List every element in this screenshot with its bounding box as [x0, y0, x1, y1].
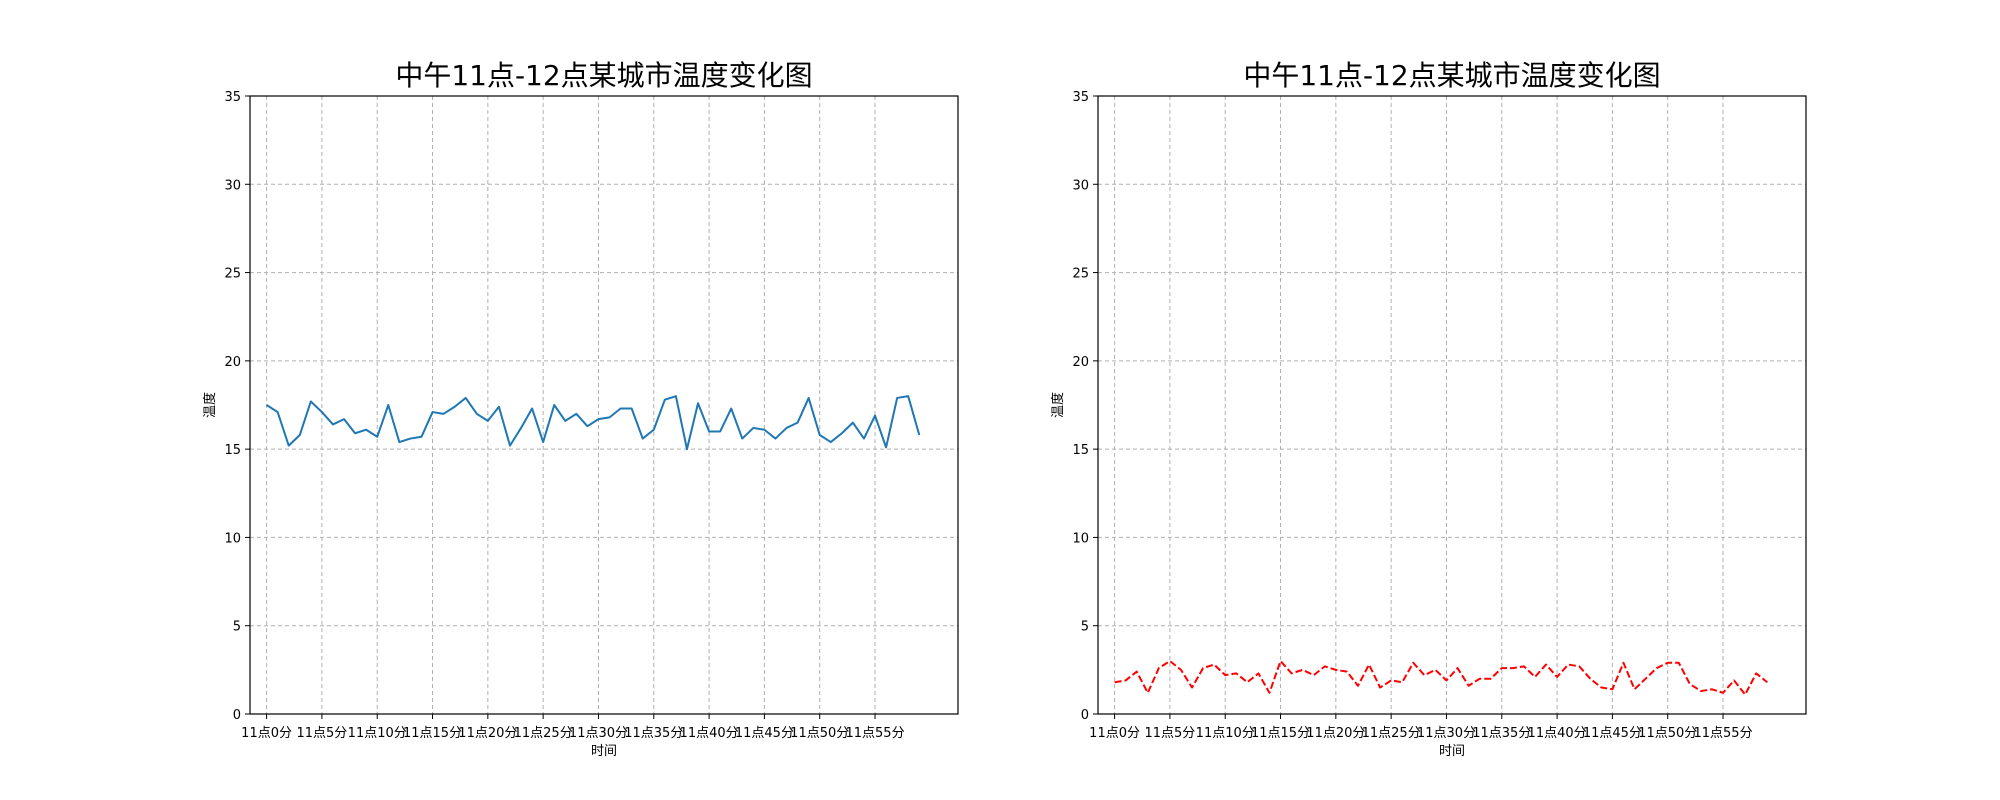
- y-tick-label: 20: [224, 355, 241, 370]
- y-tick-label: 35: [1072, 90, 1089, 105]
- y-tick-label: 25: [224, 267, 241, 282]
- x-tick-label: 11点30分: [569, 726, 628, 741]
- plot-frame: [249, 95, 959, 715]
- y-tick-label: 25: [1072, 267, 1089, 282]
- x-tick-label: 11点20分: [1306, 726, 1365, 741]
- x-tick-label: 11点45分: [1583, 726, 1642, 741]
- x-tick-label: 11点0分: [1089, 726, 1140, 741]
- y-tick-label: 20: [1072, 355, 1089, 370]
- y-tick-label: 15: [1072, 443, 1089, 458]
- y-tick-label: 30: [1072, 178, 1089, 193]
- x-tick-label: 11点50分: [790, 726, 849, 741]
- x-tick-label: 11点50分: [1638, 726, 1697, 741]
- x-tick-label: 11点10分: [348, 726, 407, 741]
- x-tick-label: 11点45分: [735, 726, 794, 741]
- chart-title: 中午11点-12点某城市温度变化图: [395, 59, 812, 92]
- y-tick-label: 30: [224, 178, 241, 193]
- y-tick-label: 5: [233, 620, 241, 635]
- x-tick-label: 11点0分: [241, 726, 292, 741]
- series-line: [1114, 660, 1768, 696]
- y-axis-label: 温度: [202, 392, 218, 418]
- y-tick-label: 35: [224, 90, 241, 105]
- x-tick-label: 11点20分: [458, 726, 517, 741]
- y-tick-label: 0: [1081, 708, 1089, 723]
- x-tick-label: 11点35分: [1472, 726, 1531, 741]
- x-tick-label: 11点25分: [1362, 726, 1421, 741]
- y-tick-label: 10: [224, 531, 241, 546]
- y-tick-label: 15: [224, 443, 241, 458]
- x-tick-label: 11点25分: [514, 726, 573, 741]
- y-tick-label: 5: [1081, 620, 1089, 635]
- x-axis-label: 时间: [1439, 744, 1465, 759]
- x-tick-label: 11点30分: [1417, 726, 1476, 741]
- x-tick-label: 11点5分: [296, 726, 347, 741]
- chart-title: 中午11点-12点某城市温度变化图: [1243, 59, 1660, 92]
- y-tick-label: 10: [1072, 531, 1089, 546]
- x-axis-label: 时间: [591, 744, 617, 759]
- x-tick-label: 11点35分: [624, 726, 683, 741]
- x-tick-label: 11点55分: [1693, 726, 1752, 741]
- x-tick-label: 11点55分: [845, 726, 904, 741]
- x-tick-label: 11点15分: [1251, 726, 1310, 741]
- x-tick-label: 11点40分: [1528, 726, 1587, 741]
- series-line: [266, 395, 921, 451]
- x-tick-label: 11点5分: [1144, 726, 1195, 741]
- y-axis-label: 温度: [1050, 392, 1066, 418]
- y-tick-label: 0: [233, 708, 241, 723]
- x-tick-label: 11点10分: [1196, 726, 1255, 741]
- x-tick-label: 11点40分: [680, 726, 739, 741]
- x-tick-label: 11点15分: [403, 726, 462, 741]
- plot-frame: [1097, 95, 1807, 715]
